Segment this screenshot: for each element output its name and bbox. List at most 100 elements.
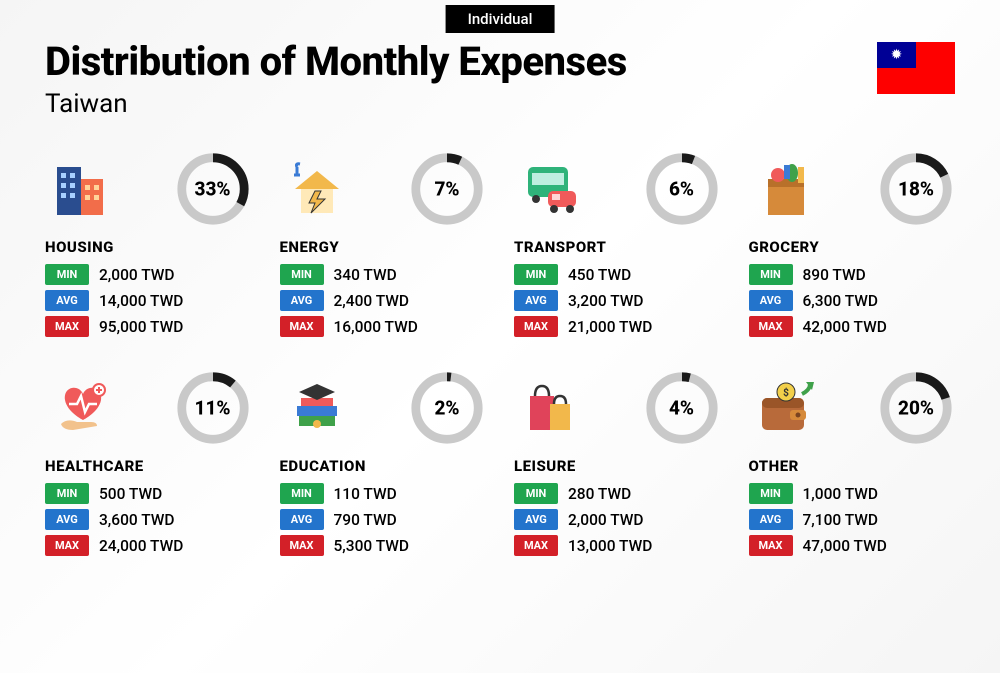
avg-tag: AVG: [280, 290, 324, 311]
category-name: EDUCATION: [280, 457, 487, 475]
max-tag: MAX: [514, 535, 558, 556]
stat-row-min: MIN 2,000 TWD: [45, 264, 252, 285]
bus-car-icon: [514, 151, 589, 226]
avg-tag: AVG: [514, 290, 558, 311]
percentage-label: 4%: [669, 396, 694, 419]
percentage-label: 18%: [898, 177, 934, 200]
avg-tag: AVG: [45, 290, 89, 311]
donut-chart: 11%: [174, 369, 252, 447]
avg-value: 790 TWD: [334, 511, 397, 529]
min-tag: MIN: [749, 483, 793, 504]
energy-house-icon: [280, 151, 355, 226]
donut-chart: 6%: [643, 150, 721, 228]
max-tag: MAX: [749, 535, 793, 556]
percentage-label: 11%: [195, 396, 231, 419]
min-value: 280 TWD: [568, 485, 631, 503]
max-tag: MAX: [45, 316, 89, 337]
stat-row-min: MIN 110 TWD: [280, 483, 487, 504]
stat-row-max: MAX 5,300 TWD: [280, 535, 487, 556]
page-subtitle: Taiwan: [45, 89, 627, 119]
stat-row-max: MAX 95,000 TWD: [45, 316, 252, 337]
avg-value: 2,000 TWD: [568, 511, 644, 529]
avg-value: 2,400 TWD: [334, 292, 410, 310]
min-value: 450 TWD: [568, 266, 631, 284]
stat-row-min: MIN 1,000 TWD: [749, 483, 956, 504]
min-value: 890 TWD: [803, 266, 866, 284]
taiwan-flag: ✹: [877, 42, 955, 94]
percentage-label: 2%: [434, 396, 459, 419]
stat-row-min: MIN 500 TWD: [45, 483, 252, 504]
stat-row-max: MAX 16,000 TWD: [280, 316, 487, 337]
stat-row-max: MAX 13,000 TWD: [514, 535, 721, 556]
grocery-bag-icon: [749, 151, 824, 226]
grad-books-icon: [280, 370, 355, 445]
max-value: 16,000 TWD: [334, 318, 418, 336]
max-value: 13,000 TWD: [568, 537, 652, 555]
donut-chart: 20%: [877, 369, 955, 447]
stat-row-avg: AVG 14,000 TWD: [45, 290, 252, 311]
min-tag: MIN: [514, 483, 558, 504]
max-tag: MAX: [280, 316, 324, 337]
percentage-label: 33%: [195, 177, 231, 200]
heart-hand-icon: [45, 370, 120, 445]
page-title: Distribution of Monthly Expenses: [45, 38, 627, 85]
stat-row-avg: AVG 3,600 TWD: [45, 509, 252, 530]
stat-row-avg: AVG 3,200 TWD: [514, 290, 721, 311]
category-name: LEISURE: [514, 457, 721, 475]
percentage-label: 20%: [898, 396, 934, 419]
max-value: 24,000 TWD: [99, 537, 183, 555]
category-name: OTHER: [749, 457, 956, 475]
stat-row-avg: AVG 7,100 TWD: [749, 509, 956, 530]
stat-row-avg: AVG 2,000 TWD: [514, 509, 721, 530]
avg-value: 14,000 TWD: [99, 292, 183, 310]
flag-sun-icon: ✹: [891, 47, 903, 63]
min-value: 2,000 TWD: [99, 266, 175, 284]
donut-chart: 7%: [408, 150, 486, 228]
min-tag: MIN: [280, 264, 324, 285]
category-card-transport: 6% TRANSPORT MIN 450 TWD AVG 3,200 TWD M…: [514, 151, 721, 342]
min-value: 340 TWD: [334, 266, 397, 284]
avg-value: 3,600 TWD: [99, 511, 175, 529]
stat-row-avg: AVG 2,400 TWD: [280, 290, 487, 311]
category-card-housing: 33% HOUSING MIN 2,000 TWD AVG 14,000 TWD…: [45, 151, 252, 342]
category-name: GROCERY: [749, 238, 956, 256]
stat-row-min: MIN 340 TWD: [280, 264, 487, 285]
category-name: HEALTHCARE: [45, 457, 252, 475]
percentage-label: 7%: [434, 177, 459, 200]
avg-value: 7,100 TWD: [803, 511, 879, 529]
stat-row-max: MAX 42,000 TWD: [749, 316, 956, 337]
max-tag: MAX: [45, 535, 89, 556]
max-tag: MAX: [749, 316, 793, 337]
category-card-leisure: 4% LEISURE MIN 280 TWD AVG 2,000 TWD MAX…: [514, 370, 721, 561]
category-name: TRANSPORT: [514, 238, 721, 256]
min-value: 1,000 TWD: [803, 485, 879, 503]
donut-chart: 4%: [643, 369, 721, 447]
avg-tag: AVG: [514, 509, 558, 530]
shopping-bags-icon: [514, 370, 589, 445]
category-card-education: 2% EDUCATION MIN 110 TWD AVG 790 TWD MAX…: [280, 370, 487, 561]
avg-value: 6,300 TWD: [803, 292, 879, 310]
min-tag: MIN: [749, 264, 793, 285]
max-tag: MAX: [280, 535, 324, 556]
donut-chart: 33%: [174, 150, 252, 228]
max-value: 5,300 TWD: [334, 537, 410, 555]
max-value: 47,000 TWD: [803, 537, 887, 555]
category-card-energy: 7% ENERGY MIN 340 TWD AVG 2,400 TWD MAX …: [280, 151, 487, 342]
min-value: 500 TWD: [99, 485, 162, 503]
stat-row-min: MIN 890 TWD: [749, 264, 956, 285]
category-card-healthcare: 11% HEALTHCARE MIN 500 TWD AVG 3,600 TWD…: [45, 370, 252, 561]
min-tag: MIN: [45, 483, 89, 504]
stat-row-max: MAX 24,000 TWD: [45, 535, 252, 556]
wallet-arrow-icon: $: [749, 370, 824, 445]
max-value: 95,000 TWD: [99, 318, 183, 336]
min-value: 110 TWD: [334, 485, 397, 503]
stat-row-min: MIN 280 TWD: [514, 483, 721, 504]
category-card-other: $ 20% OTHER MIN 1,000 TWD AVG 7,100 TWD …: [749, 370, 956, 561]
category-card-grocery: 18% GROCERY MIN 890 TWD AVG 6,300 TWD MA…: [749, 151, 956, 342]
max-value: 42,000 TWD: [803, 318, 887, 336]
donut-chart: 18%: [877, 150, 955, 228]
stat-row-min: MIN 450 TWD: [514, 264, 721, 285]
min-tag: MIN: [45, 264, 89, 285]
category-name: ENERGY: [280, 238, 487, 256]
stat-row-max: MAX 47,000 TWD: [749, 535, 956, 556]
